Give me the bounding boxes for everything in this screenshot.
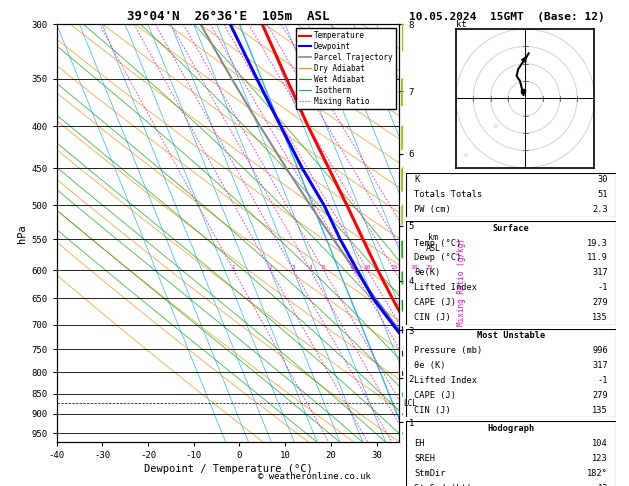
Text: 996: 996 [593, 346, 608, 355]
Y-axis label: km
ASL: km ASL [426, 233, 441, 253]
Text: EH: EH [414, 439, 425, 448]
Text: CAPE (J): CAPE (J) [414, 298, 456, 307]
Text: 135: 135 [593, 312, 608, 322]
Text: 40: 40 [463, 153, 470, 158]
Text: StmDir: StmDir [414, 469, 445, 478]
Text: StmSpd (kt): StmSpd (kt) [414, 484, 472, 486]
Text: 279: 279 [593, 298, 608, 307]
Text: Hodograph: Hodograph [487, 424, 535, 434]
Text: PW (cm): PW (cm) [414, 205, 451, 214]
Text: K: K [414, 175, 420, 185]
Text: Temp (°C): Temp (°C) [414, 239, 462, 248]
Text: 2.3: 2.3 [593, 205, 608, 214]
Text: 317: 317 [593, 268, 608, 278]
Text: 8: 8 [351, 265, 355, 270]
Text: LCL: LCL [403, 399, 417, 408]
Text: 20: 20 [410, 265, 418, 270]
Text: θe(K): θe(K) [414, 268, 440, 278]
Text: θe (K): θe (K) [414, 361, 445, 370]
Text: Surface: Surface [493, 224, 530, 233]
Text: 3: 3 [292, 265, 295, 270]
Text: Mixing Ratio (g/kg): Mixing Ratio (g/kg) [457, 238, 465, 326]
Text: Lifted Index: Lifted Index [414, 376, 477, 385]
Text: 10: 10 [364, 265, 371, 270]
Text: 135: 135 [593, 405, 608, 415]
Text: 1: 1 [231, 265, 235, 270]
Text: Lifted Index: Lifted Index [414, 283, 477, 292]
Text: 51: 51 [598, 190, 608, 199]
Text: 20: 20 [493, 124, 499, 129]
Text: 4: 4 [308, 265, 312, 270]
Text: CAPE (J): CAPE (J) [414, 391, 456, 400]
Text: 15: 15 [391, 265, 398, 270]
Text: Pressure (mb): Pressure (mb) [414, 346, 482, 355]
X-axis label: Dewpoint / Temperature (°C): Dewpoint / Temperature (°C) [143, 465, 313, 474]
Text: 13: 13 [598, 484, 608, 486]
Text: SREH: SREH [414, 454, 435, 463]
Text: 2: 2 [269, 265, 272, 270]
Text: 317: 317 [593, 361, 608, 370]
Text: 279: 279 [593, 391, 608, 400]
Legend: Temperature, Dewpoint, Parcel Trajectory, Dry Adiabat, Wet Adiabat, Isotherm, Mi: Temperature, Dewpoint, Parcel Trajectory… [296, 28, 396, 109]
Text: CIN (J): CIN (J) [414, 312, 451, 322]
Text: -1: -1 [598, 283, 608, 292]
Y-axis label: hPa: hPa [17, 224, 27, 243]
Text: 10.05.2024  15GMT  (Base: 12): 10.05.2024 15GMT (Base: 12) [409, 12, 604, 22]
Text: 11.9: 11.9 [587, 253, 608, 262]
Text: 182°: 182° [587, 469, 608, 478]
Title: 39°04'N  26°36'E  105m  ASL: 39°04'N 26°36'E 105m ASL [127, 10, 329, 23]
Text: © weatheronline.co.uk: © weatheronline.co.uk [258, 472, 371, 481]
Text: Dewp (°C): Dewp (°C) [414, 253, 462, 262]
Text: CIN (J): CIN (J) [414, 405, 451, 415]
Text: 123: 123 [593, 454, 608, 463]
Text: Most Unstable: Most Unstable [477, 331, 545, 341]
Text: kt: kt [456, 20, 467, 29]
Text: -1: -1 [598, 376, 608, 385]
Text: 30: 30 [598, 175, 608, 185]
Text: Totals Totals: Totals Totals [414, 190, 482, 199]
Text: 19.3: 19.3 [587, 239, 608, 248]
Text: 25: 25 [426, 265, 433, 270]
Text: 5: 5 [322, 265, 326, 270]
Text: 104: 104 [593, 439, 608, 448]
